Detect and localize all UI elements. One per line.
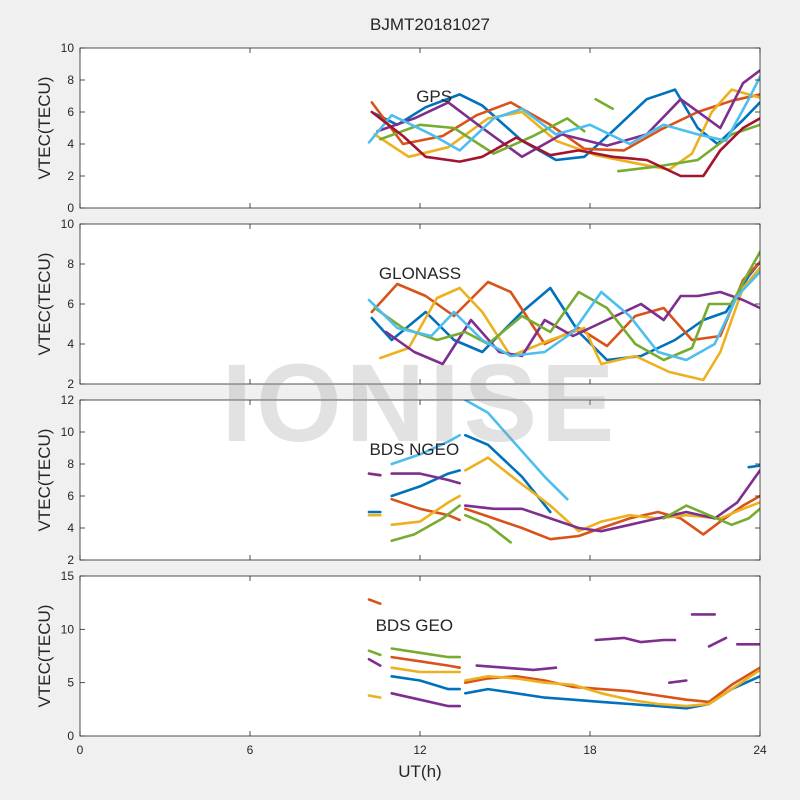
bds-ngeo-series-3-line-3 [463,456,760,533]
glonass-panel: 2 4 6 8 10 VTEC(TECU) GLONASS [35,217,761,391]
bds-ngeo-series-1-line-4 [747,464,760,469]
bds-ngeo-series-6-line-2 [463,400,569,501]
bds-ngeo-series-5-line-2 [463,513,513,544]
bds-ngeo-series-1-line-2 [390,469,462,498]
gps-series-5-line-2 [594,97,615,111]
bds-ngeo-series-4-line-3 [463,469,760,533]
gps-y-tick-label: 0 [67,201,74,215]
bds-geo-series-5-line-1 [367,649,382,657]
bds-geo-series-5-line-2 [390,647,462,659]
bds-ngeo-y-tick-label: 10 [61,425,75,439]
bds-geo-y-tick-label: 15 [61,569,75,583]
gps-y-tick-label: 2 [67,169,74,183]
bds-ngeo-y-tick-label: 2 [67,553,74,567]
glonass-annotation: GLONASS [379,264,461,283]
bds-geo-series-1-line-1 [390,674,462,691]
gps-series-4-line-1 [376,69,760,159]
bds-geo-annotation: BDS GEO [376,616,453,635]
gps-y-tick-label: 6 [67,105,74,119]
bds-geo-plot-area [80,576,760,736]
gps-annotation: GPS [416,87,452,106]
glonass-series-5-line-1 [373,250,760,362]
bds-ngeo-series-2-line-3 [463,494,760,541]
bds-ngeo-series-4-line-2 [390,472,462,485]
bds-ngeo-panel: 2 4 6 8 10 12 VTEC(TECU) BDS NGEO [35,393,761,567]
bds-ngeo-y-tick-label: 12 [61,393,75,407]
gps-series-6-line-1 [367,75,760,152]
figure-title: BJMT20181027 [370,15,490,34]
glonass-y-axis-label: VTEC(TECU) [35,253,54,356]
bds-geo-y-tick-label: 5 [67,676,74,690]
gps-y-tick-label: 4 [67,137,74,151]
gps-series-group [367,69,760,178]
x-tick-label: 24 [753,743,767,757]
glonass-y-tick-label: 2 [67,377,74,391]
x-axis-label: UT(h) [398,762,441,781]
bds-ngeo-series-4-line-1 [367,472,382,477]
x-tick-label: 12 [413,743,427,757]
gps-y-tick-label: 8 [67,73,74,87]
bds-geo-y-tick-label: 0 [67,729,74,743]
bds-geo-series-4-line-3 [475,664,558,672]
bds-geo-series-2-line-3 [463,666,760,704]
bds-ngeo-y-tick-label: 4 [67,521,74,535]
bds-geo-series-3-line-2 [390,666,462,674]
glonass-series-3-line-1 [378,266,760,382]
gps-y-axis-label: VTEC(TECU) [35,77,54,180]
bds-ngeo-series-6-line-1 [390,433,462,466]
x-tick-label: 18 [583,743,597,757]
bds-ngeo-plot-area [80,400,760,560]
x-tick-label: 0 [77,743,84,757]
bds-geo-series-4-line-7 [707,636,728,648]
gps-panel: 0 2 4 6 8 10 VTEC(TECU) GPS [35,41,761,215]
bds-geo-series-4-line-2 [390,691,462,708]
glonass-series-4-line-1 [384,290,760,366]
glonass-series-6-line-1 [367,270,760,362]
bds-ngeo-series-group [367,400,760,544]
gps-series-3-line-1 [373,88,760,171]
bds-ngeo-y-tick-label: 6 [67,489,74,503]
bds-geo-series-4-line-1 [367,657,382,667]
bds-ngeo-annotation: BDS NGEO [369,440,459,459]
bds-geo-y-tick-label: 10 [61,622,75,636]
bds-geo-panel: 0 6 12 18 24 0 5 10 15 VTEC(TECU) BDS GEO [35,569,767,757]
bds-ngeo-y-tick-label: 8 [67,457,74,471]
gps-y-tick-label: 10 [61,41,75,55]
gps-series-5-line-1 [378,117,586,155]
bds-ngeo-y-axis-label: VTEC(TECU) [35,429,54,532]
bds-geo-series-4-line-5 [667,679,688,685]
bds-geo-y-axis-label: VTEC(TECU) [35,605,54,708]
bds-geo-series-3-line-1 [367,694,382,699]
glonass-y-tick-label: 8 [67,257,74,271]
bds-geo-series-4-line-4 [594,636,677,644]
glonass-series-group [367,250,760,382]
bds-ngeo-series-5-line-3 [662,504,760,527]
bds-geo-series-2-line-1 [367,598,382,606]
glonass-y-tick-label: 10 [61,217,75,231]
bds-geo-series-3-line-3 [463,668,760,708]
gps-series-7-line-1 [370,110,760,178]
bds-geo-series-2-line-2 [390,655,462,670]
glonass-y-tick-label: 4 [67,337,74,351]
glonass-y-tick-label: 6 [67,297,74,311]
bds-geo-series-group [367,598,760,710]
bds-ngeo-series-5-line-1 [390,504,462,543]
x-tick-label: 6 [247,743,254,757]
bds-ngeo-series-3-line-2 [390,494,462,527]
glonass-plot-area [80,224,760,384]
